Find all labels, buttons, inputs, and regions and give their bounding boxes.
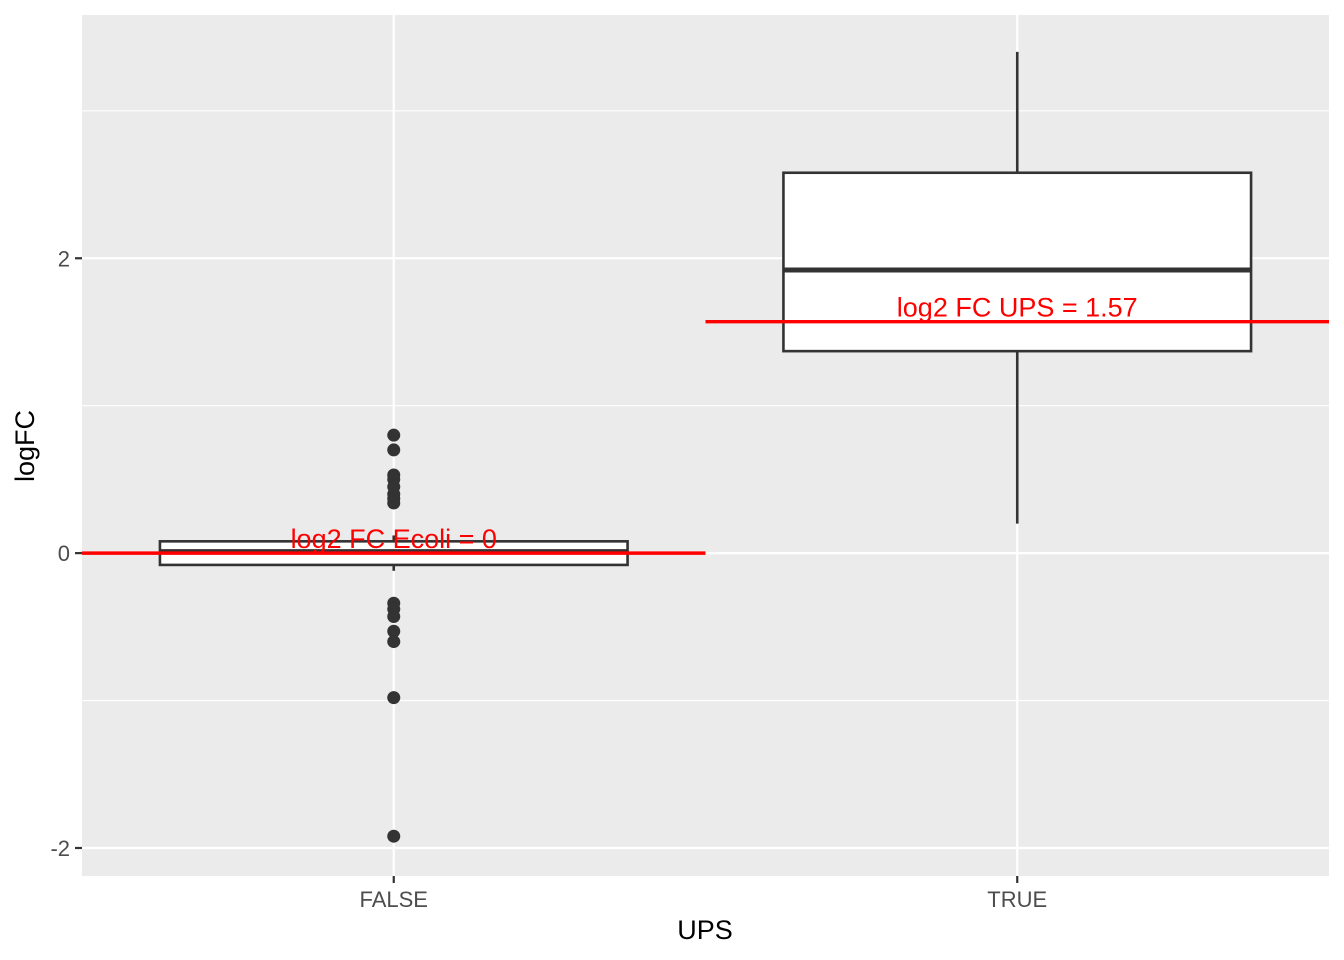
axes: -2 0 2 FALSE TRUE — [50, 246, 1047, 912]
outlier-point — [387, 610, 401, 624]
reference-false: log2 FC Ecoli = 0 — [82, 524, 706, 555]
outlier-point — [387, 443, 401, 457]
outlier-point — [387, 635, 401, 649]
y-tick-label: 2 — [58, 246, 70, 271]
x-tick-label: TRUE — [987, 887, 1047, 912]
x-tick-label: FALSE — [360, 887, 428, 912]
y-tick-label: 0 — [58, 541, 70, 566]
outlier-point — [387, 624, 401, 638]
outlier-point — [387, 428, 401, 442]
panel-background — [82, 15, 1329, 876]
outlier-point — [387, 496, 401, 510]
reference-label: log2 FC UPS = 1.57 — [897, 293, 1138, 323]
box — [782, 171, 1253, 353]
y-tick-label: -2 — [50, 836, 70, 861]
outlier-point — [387, 829, 401, 843]
x-axis-title: UPS — [677, 915, 733, 945]
reference-label: log2 FC Ecoli = 0 — [291, 524, 497, 554]
y-axis-title: logFC — [10, 410, 40, 482]
outlier-point — [387, 691, 401, 705]
reference-true: log2 FC UPS = 1.57 — [705, 293, 1329, 324]
reference-lines: log2 FC Ecoli = 0 log2 FC UPS = 1.57 — [82, 293, 1329, 555]
